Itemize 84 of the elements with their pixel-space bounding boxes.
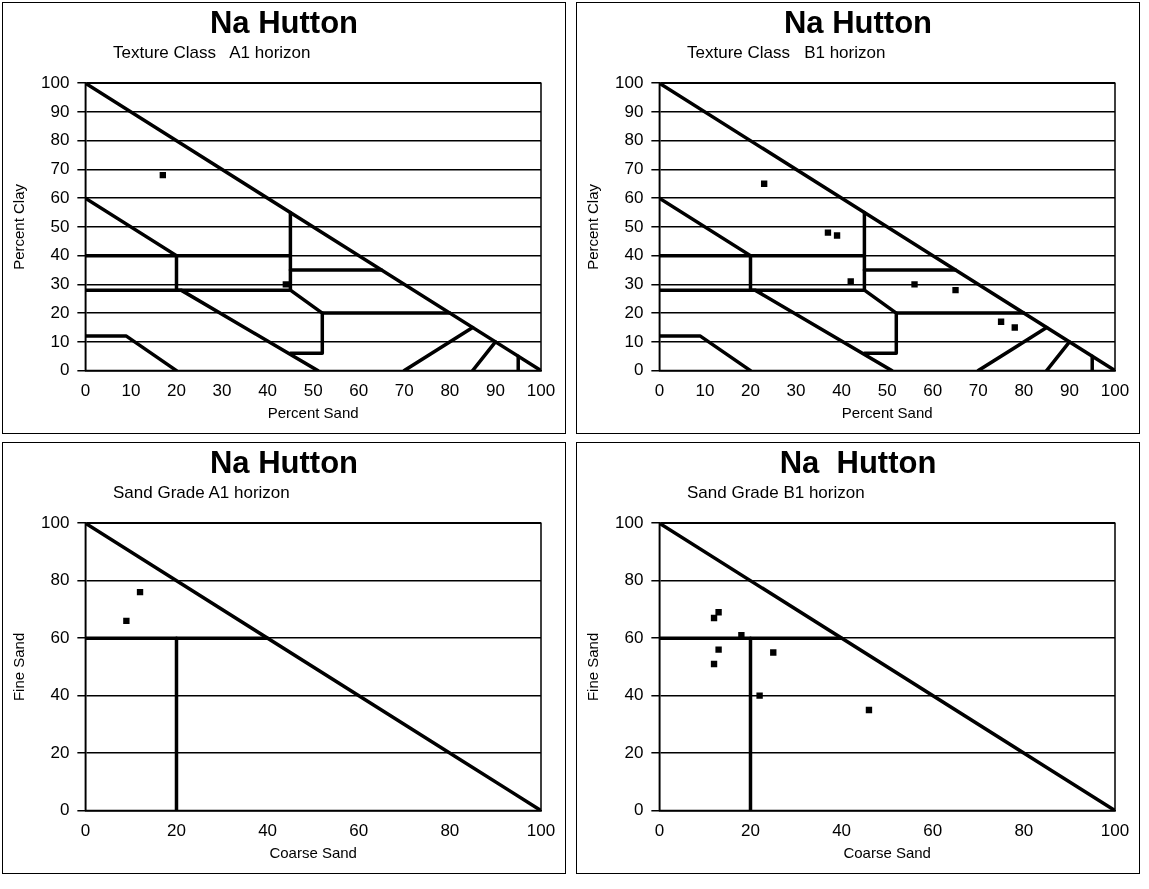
y-tick-label: 60 (50, 187, 70, 207)
y-tick-label: 40 (50, 245, 70, 265)
x-tick-label: 30 (212, 381, 232, 401)
y-tick-label: 0 (633, 360, 644, 380)
x-tick-label: 100 (1100, 381, 1130, 401)
y-tick-label: 60 (50, 627, 70, 647)
chart-subtitle: Texture Class B1 horizon (687, 42, 887, 64)
x-tick-label: 80 (440, 821, 460, 841)
y-tick-label: 100 (40, 512, 70, 532)
x-tick-label: 80 (440, 381, 460, 401)
chart-subtitle: Sand Grade A1 horizon (113, 482, 291, 504)
y-tick-label: 90 (624, 101, 644, 121)
y-tick-label: 100 (614, 72, 644, 92)
y-tick-label: 20 (624, 302, 644, 322)
x-tick-label: 40 (258, 821, 278, 841)
chart-title: Na Hutton (208, 5, 360, 41)
y-tick-label: 20 (50, 302, 70, 322)
x-tick-label: 40 (258, 381, 278, 401)
y-tick-label: 50 (50, 216, 70, 236)
x-tick-label: 20 (167, 381, 186, 401)
y-tick-label: 100 (614, 512, 644, 532)
chart-subtitle: Sand Grade B1 horizon (687, 482, 866, 504)
y-tick-label: 60 (624, 627, 644, 647)
x-tick-label: 70 (394, 381, 414, 401)
x-tick-label: 80 (1014, 381, 1034, 401)
x-axis-title: Percent Sand (841, 404, 933, 422)
y-tick-label: 10 (50, 331, 70, 351)
y-tick-label: 60 (624, 187, 644, 207)
x-tick-label: 100 (526, 381, 556, 401)
x-axis-title: Coarse Sand (269, 844, 357, 862)
y-tick-label: 70 (50, 159, 70, 179)
x-tick-label: 20 (741, 821, 760, 841)
x-tick-label: 20 (741, 381, 760, 401)
x-tick-label: 80 (1014, 821, 1034, 841)
x-tick-label: 0 (80, 821, 91, 841)
x-tick-label: 100 (1100, 821, 1130, 841)
y-tick-label: 100 (40, 72, 70, 92)
x-tick-label: 90 (485, 381, 505, 401)
x-axis-title: Percent Sand (267, 404, 359, 422)
y-tick-label: 0 (59, 800, 70, 820)
y-tick-label: 90 (50, 101, 70, 121)
chart-title: Na Hutton (782, 5, 934, 41)
x-tick-label: 50 (877, 381, 897, 401)
x-tick-label: 30 (786, 381, 806, 401)
x-tick-label: 50 (303, 381, 323, 401)
y-tick-label: 40 (624, 245, 644, 265)
x-tick-label: 40 (832, 821, 852, 841)
y-tick-label: 50 (624, 216, 644, 236)
x-tick-label: 0 (654, 381, 665, 401)
x-tick-label: 60 (349, 821, 369, 841)
y-axis-title: Fine Sand (10, 632, 28, 702)
y-tick-label: 30 (624, 274, 644, 294)
y-tick-label: 10 (624, 331, 644, 351)
chart-subtitle: Texture Class A1 horizon (113, 42, 312, 64)
y-axis-title: Fine Sand (584, 632, 602, 702)
x-tick-label: 20 (167, 821, 186, 841)
y-tick-label: 80 (50, 570, 70, 590)
y-tick-label: 0 (633, 800, 644, 820)
chart-title: Na Hutton (778, 445, 938, 481)
y-tick-label: 70 (624, 159, 644, 179)
y-tick-label: 80 (624, 130, 644, 150)
y-axis-title: Percent Clay (10, 183, 28, 270)
x-tick-label: 0 (80, 381, 91, 401)
x-tick-label: 70 (968, 381, 988, 401)
y-axis-title: Percent Clay (584, 183, 602, 270)
x-tick-label: 60 (349, 381, 369, 401)
y-tick-label: 0 (59, 360, 70, 380)
y-tick-label: 40 (624, 685, 644, 705)
x-tick-label: 60 (923, 821, 943, 841)
x-tick-label: 90 (1059, 381, 1079, 401)
x-tick-label: 0 (654, 821, 665, 841)
x-tick-label: 10 (695, 381, 715, 401)
x-tick-label: 40 (832, 381, 852, 401)
x-tick-label: 10 (121, 381, 141, 401)
chart-title: Na Hutton (208, 445, 360, 481)
x-axis-title: Coarse Sand (843, 844, 931, 862)
y-tick-label: 80 (624, 570, 644, 590)
y-tick-label: 20 (624, 742, 644, 762)
y-tick-label: 30 (50, 274, 70, 294)
x-tick-label: 60 (923, 381, 943, 401)
x-tick-label: 100 (526, 821, 556, 841)
y-tick-label: 80 (50, 130, 70, 150)
y-tick-label: 20 (50, 742, 70, 762)
y-tick-label: 40 (50, 685, 70, 705)
